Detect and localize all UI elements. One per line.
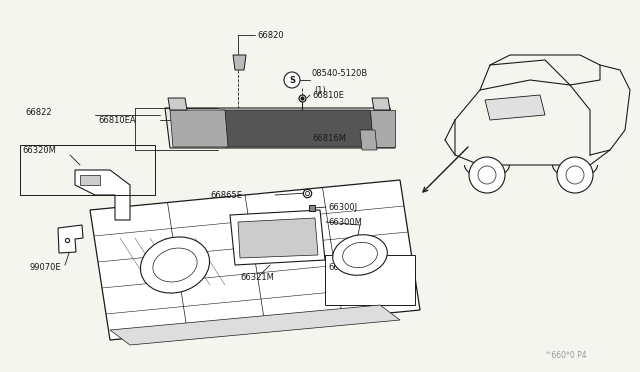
Text: 66810E: 66810E xyxy=(312,90,344,99)
Circle shape xyxy=(284,72,300,88)
Polygon shape xyxy=(230,210,325,265)
Circle shape xyxy=(557,157,593,193)
Polygon shape xyxy=(168,98,187,110)
Ellipse shape xyxy=(333,235,387,275)
Polygon shape xyxy=(370,110,395,147)
Polygon shape xyxy=(233,55,246,70)
Text: 66320M: 66320M xyxy=(22,145,56,154)
Circle shape xyxy=(469,157,505,193)
Polygon shape xyxy=(110,305,400,345)
Text: 66300M: 66300M xyxy=(328,218,362,227)
Text: 08540-5120B: 08540-5120B xyxy=(312,69,368,78)
Polygon shape xyxy=(360,130,377,150)
Polygon shape xyxy=(170,110,228,147)
Polygon shape xyxy=(80,175,100,185)
Polygon shape xyxy=(372,98,390,110)
Text: (1): (1) xyxy=(314,86,326,95)
Text: 66810EA: 66810EA xyxy=(98,115,136,125)
Text: 66300J: 66300J xyxy=(328,202,357,212)
Text: S: S xyxy=(289,76,295,84)
Text: 66822: 66822 xyxy=(25,108,52,116)
Polygon shape xyxy=(485,95,545,120)
Polygon shape xyxy=(165,108,395,148)
Text: 66110: 66110 xyxy=(328,263,355,273)
Text: 66321M: 66321M xyxy=(240,273,274,282)
Polygon shape xyxy=(220,110,375,147)
Text: 66816M: 66816M xyxy=(312,134,346,142)
Polygon shape xyxy=(75,170,130,220)
Text: 66865E: 66865E xyxy=(210,190,242,199)
Bar xyxy=(325,255,415,305)
Polygon shape xyxy=(238,218,318,258)
Text: ^660*0 P4: ^660*0 P4 xyxy=(545,352,587,360)
Polygon shape xyxy=(58,225,83,253)
Text: 66820: 66820 xyxy=(257,31,284,39)
Ellipse shape xyxy=(140,237,209,293)
Text: 99070E: 99070E xyxy=(30,263,61,273)
Polygon shape xyxy=(90,180,420,340)
